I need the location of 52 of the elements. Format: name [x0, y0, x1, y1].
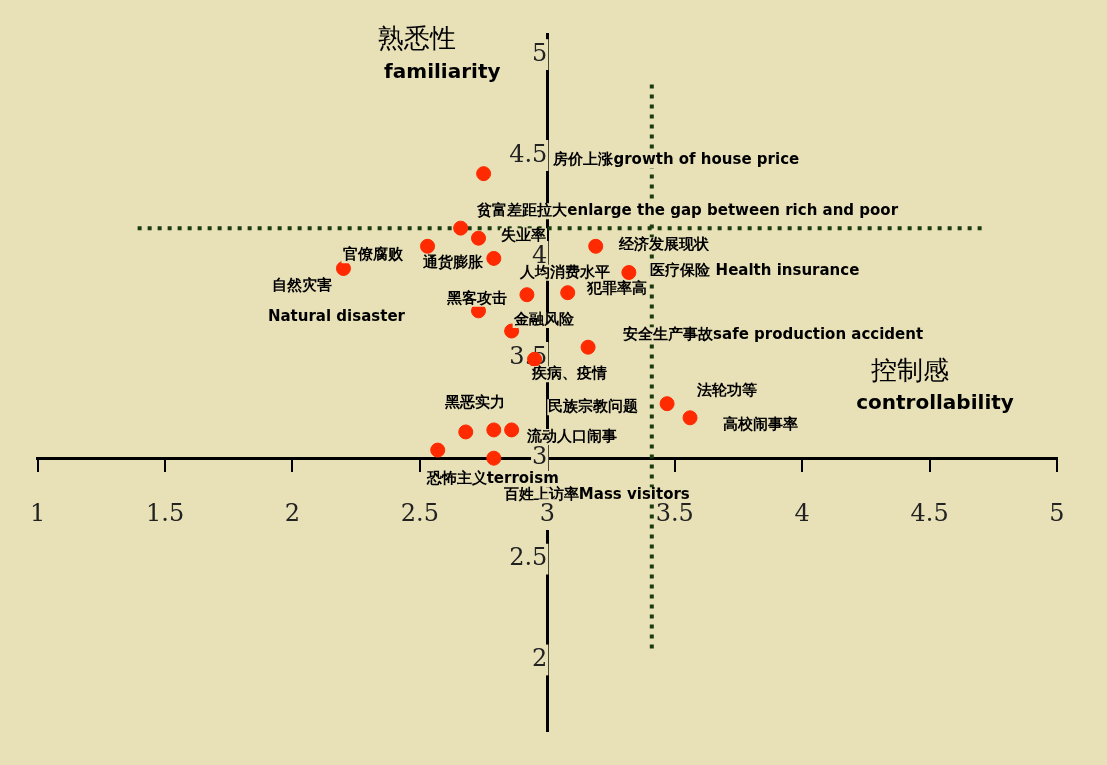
- x-tick-label: 1.5: [145, 498, 185, 527]
- annotation: 贫富差距拉大enlarge the gap between rich and poor: [476, 201, 899, 220]
- x-axis-title: 控制感 controllability: [856, 354, 1014, 415]
- annotation: 官僚腐败: [342, 245, 404, 264]
- y-tick-label: 4.5: [509, 139, 548, 168]
- point: [682, 410, 698, 426]
- annotation: 金融风险: [512, 309, 575, 328]
- x-tick-label: 1: [29, 498, 46, 527]
- point: [486, 250, 502, 266]
- point: [580, 339, 596, 355]
- annotation: 高校闹事率: [722, 414, 798, 433]
- annotation: 房价上涨growth of house price: [552, 150, 800, 169]
- y-tick-label: 2.5: [509, 543, 548, 572]
- annotation: 黑客攻击: [445, 288, 507, 307]
- annotation: 通货膨胀: [421, 253, 484, 272]
- annotation: 医疗保险 Health insurance: [650, 261, 860, 280]
- annotation: 自然灾害: [272, 276, 333, 295]
- x-tick-label: 4: [794, 498, 810, 527]
- point: [486, 450, 502, 466]
- annotation: Natural disaster: [267, 307, 406, 326]
- point: [458, 424, 474, 440]
- x-tick-label: 4.5: [910, 498, 949, 527]
- annotation: 犯罪率高: [585, 278, 647, 297]
- point: [471, 230, 487, 246]
- annotation: 百姓上访率Mass visitors: [502, 485, 690, 504]
- annotation: 失业率: [501, 226, 547, 245]
- point: [486, 422, 502, 438]
- point: [420, 238, 436, 254]
- y-axis-title: 熟悉性 familiarity: [378, 23, 501, 83]
- annotation: 恐怖主义terroism: [425, 468, 559, 487]
- point: [335, 260, 351, 276]
- point: [476, 166, 492, 182]
- point: [659, 396, 675, 412]
- annotation: 民族宗教问题: [548, 397, 639, 416]
- point: [560, 285, 576, 301]
- y-tick-label: 3: [532, 442, 548, 471]
- point: [504, 422, 520, 438]
- annotation: 法轮功等: [696, 380, 758, 399]
- annotation: 安全生产事故safe production accident: [623, 325, 924, 344]
- x-tick-label: 5: [1049, 498, 1065, 527]
- point: [621, 265, 637, 281]
- point: [519, 287, 535, 303]
- y-tick-label: 5: [532, 38, 548, 67]
- annotation: 黑恶实力: [443, 392, 505, 411]
- x-tick-label: 2.5: [400, 498, 439, 527]
- annotation: 经济发展现状: [617, 235, 710, 254]
- x-tick-label: 2: [284, 498, 301, 527]
- point: [430, 442, 446, 458]
- annotation: 流动人口闹事: [525, 426, 617, 445]
- point: [588, 238, 604, 254]
- y-tick-label: 2: [532, 644, 548, 673]
- point: [453, 220, 469, 236]
